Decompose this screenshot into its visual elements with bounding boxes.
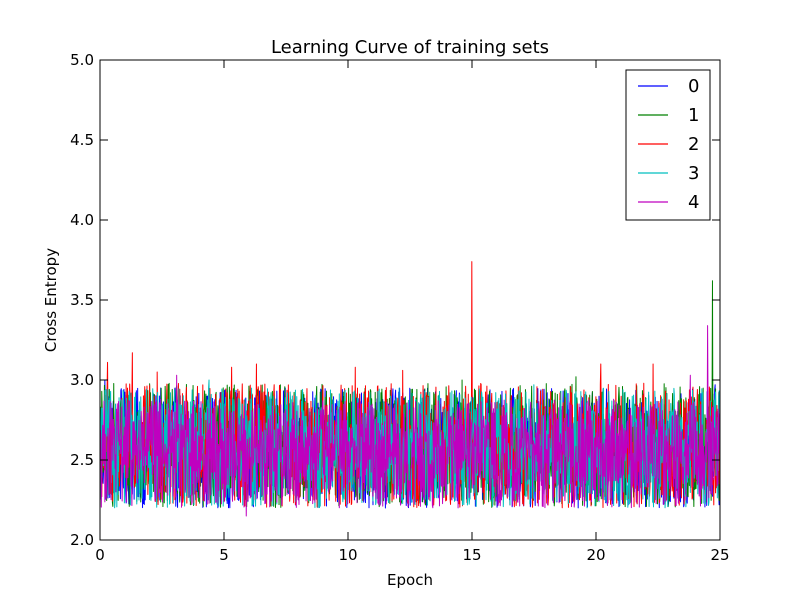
legend-label-0: 0 xyxy=(688,76,699,97)
series-layer xyxy=(100,261,720,517)
x-tick-label: 25 xyxy=(710,546,729,564)
legend-label-3: 3 xyxy=(688,163,699,184)
y-tick-label: 4.0 xyxy=(70,211,94,229)
x-tick-label: 20 xyxy=(586,546,605,564)
legend-label-1: 1 xyxy=(688,105,699,126)
y-tick-label: 2.5 xyxy=(70,451,94,469)
x-axis-ticks: 0 5 10 15 20 25 xyxy=(95,60,730,564)
y-tick-label: 4.5 xyxy=(70,131,94,149)
y-axis-ticks: 2.0 2.5 3.0 3.5 4.0 4.5 5.0 xyxy=(70,51,720,549)
x-tick-label: 15 xyxy=(462,546,481,564)
legend-box xyxy=(625,69,711,221)
chart-title: Learning Curve of training sets xyxy=(271,37,549,58)
legend-label-4: 4 xyxy=(688,192,699,213)
y-tick-label: 2.0 xyxy=(70,531,94,549)
x-tick-label: 0 xyxy=(95,546,105,564)
series-line-4 xyxy=(100,325,720,517)
legend-label-2: 2 xyxy=(688,134,699,155)
legend: 0 1 2 3 4 xyxy=(625,69,711,221)
x-axis-label: Epoch xyxy=(387,571,433,589)
x-tick-label: 10 xyxy=(338,546,357,564)
x-tick-label: 5 xyxy=(219,546,229,564)
y-tick-label: 5.0 xyxy=(70,51,94,69)
y-axis-label: Cross Entropy xyxy=(42,248,60,352)
y-tick-label: 3.5 xyxy=(70,291,94,309)
y-tick-label: 3.0 xyxy=(70,371,94,389)
